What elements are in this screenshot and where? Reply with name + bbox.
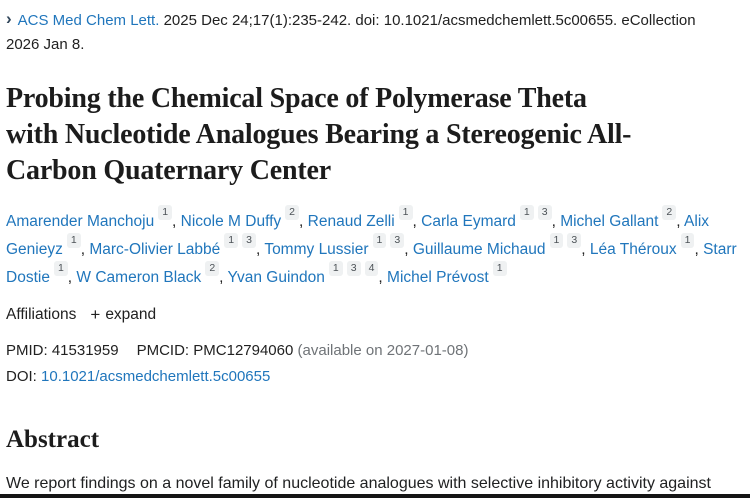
author-separator: , (67, 269, 77, 286)
plus-icon: + (90, 305, 101, 324)
author-link[interactable]: Marc-Olivier Labbé (89, 241, 221, 258)
author: Michel Prévost1 (387, 260, 507, 286)
author: Renaud Zelli1, (307, 204, 422, 230)
author-link[interactable]: Yvan Guindon (227, 269, 325, 286)
author-separator: , (299, 213, 308, 230)
affiliation-superscript[interactable]: 1 (224, 232, 239, 248)
affiliations-label: Affiliations (6, 306, 77, 323)
affiliation-superscript[interactable]: 1 (519, 204, 534, 220)
author-link[interactable]: W Cameron Black (76, 269, 202, 286)
affiliation-superscript[interactable]: 3 (537, 204, 552, 220)
doi-row: DOI: 10.1021/acsmedchemlett.5c00655 (6, 364, 744, 390)
pmcid-availability-note: (available on 2027-01-08) (297, 342, 469, 359)
author: Carla Eymard1 3, (421, 204, 561, 230)
affiliation-superscript[interactable]: 2 (662, 204, 677, 220)
author: Michel Gallant2, (560, 204, 685, 230)
article-title-line: Carbon Quaternary Center (6, 155, 331, 186)
affiliations-row: Affiliations + expand (6, 305, 744, 325)
abstract-paragraph: We report findings on a novel family of … (6, 475, 711, 492)
pmid-group: PMID: 41531959 (6, 342, 119, 359)
affiliation-superscript[interactable]: 1 (158, 204, 173, 220)
author-link[interactable]: Carla Eymard (421, 213, 516, 230)
author-separator: , (404, 241, 413, 258)
authors-list: Amarender Manchoju1, Nicole M Duffy2, Re… (6, 204, 744, 292)
pmid-label: PMID: (6, 342, 48, 359)
author: Léa Théroux1, (589, 232, 704, 258)
author-link[interactable]: Michel Prévost (387, 269, 489, 286)
identifiers-row: PMID: 41531959 PMCID: PMC12794060 (availa… (6, 338, 744, 364)
affiliation-superscript[interactable]: 3 (567, 232, 582, 248)
author-separator: , (80, 241, 90, 258)
bottom-edge-bar (0, 494, 750, 498)
affiliation-superscript[interactable]: 3 (346, 260, 361, 276)
author: Guillaume Michaud1 3, (412, 232, 590, 258)
affiliation-superscript[interactable]: 1 (398, 204, 413, 220)
affiliation-superscript[interactable]: 1 (549, 232, 564, 248)
author-separator: , (581, 241, 590, 258)
author: Tommy Lussier1 3, (264, 232, 413, 258)
pmcid-group: PMCID: PMC12794060 (available on 2027-01… (137, 342, 469, 359)
author: Starr Dostie1, (6, 241, 737, 286)
chevron-right-icon: › (6, 9, 12, 28)
author-separator: , (255, 241, 265, 258)
affiliation-superscript[interactable]: 1 (680, 232, 695, 248)
author: Amarender Manchoju1, (6, 204, 181, 230)
article-title: Probing the Chemical Space of Polymerase… (6, 81, 744, 189)
article-title-line: Probing the Chemical Space of Polymerase… (6, 83, 587, 114)
affiliation-superscript[interactable]: 3 (242, 232, 256, 248)
author: Nicole M Duffy2, (180, 204, 308, 230)
doi-link[interactable]: 10.1021/acsmedchemlett.5c00655 (41, 368, 271, 385)
doi-label: DOI: (6, 368, 37, 385)
author: Yvan Guindon1 3 4, (227, 260, 388, 286)
citation-header: › ACS Med Chem Lett. 2025 Dec 24;17(1):23… (6, 8, 706, 57)
author-link[interactable]: Renaud Zelli (307, 213, 395, 230)
author-separator: , (172, 213, 181, 230)
article-title-line: with Nucleotide Analogues Bearing a Ster… (6, 119, 632, 150)
author-link[interactable]: Amarender Manchoju (6, 213, 155, 230)
affiliation-superscript[interactable]: 1 (492, 260, 507, 276)
affiliation-superscript[interactable]: 2 (285, 204, 300, 220)
author-separator: , (676, 213, 685, 230)
journal-link[interactable]: ACS Med Chem Lett. (17, 12, 160, 29)
author-link[interactable]: Michel Gallant (560, 213, 659, 230)
affiliations-expand-button[interactable]: + expand (90, 305, 156, 325)
author-link[interactable]: Tommy Lussier (264, 241, 369, 258)
abstract-heading: Abstract (6, 426, 100, 453)
pmid-value: 41531959 (51, 342, 119, 359)
affiliation-superscript[interactable]: 1 (53, 260, 68, 276)
affiliation-superscript[interactable]: 3 (390, 232, 405, 248)
author-separator: , (219, 269, 228, 286)
affiliation-superscript[interactable]: 2 (205, 260, 220, 276)
pmcid-label: PMCID: (136, 342, 190, 359)
author: Marc-Olivier Labbé1 3, (89, 232, 265, 258)
affiliation-superscript[interactable]: 1 (372, 232, 387, 248)
pmcid-value: PMC12794060 (193, 342, 294, 359)
citation-detail: 2025 Dec 24;17(1):235-242. doi: 10.1021/… (6, 12, 696, 53)
author-link[interactable]: Léa Théroux (589, 241, 677, 258)
expand-label: expand (105, 306, 157, 323)
author: W Cameron Black2, (76, 260, 228, 286)
author-link[interactable]: Alix Genieyz (6, 213, 710, 258)
author: Alix Genieyz1, (6, 213, 709, 258)
author-link[interactable]: Starr Dostie (6, 241, 737, 286)
affiliation-superscript[interactable]: 1 (328, 260, 343, 276)
author-separator: , (694, 241, 704, 258)
affiliation-superscript[interactable]: 4 (364, 260, 379, 276)
author-link[interactable]: Nicole M Duffy (180, 213, 282, 230)
author-separator: , (412, 213, 422, 230)
author-link[interactable]: Guillaume Michaud (412, 241, 546, 258)
author-separator: , (378, 269, 388, 286)
author-separator: , (551, 213, 561, 230)
affiliation-superscript[interactable]: 1 (66, 232, 81, 248)
